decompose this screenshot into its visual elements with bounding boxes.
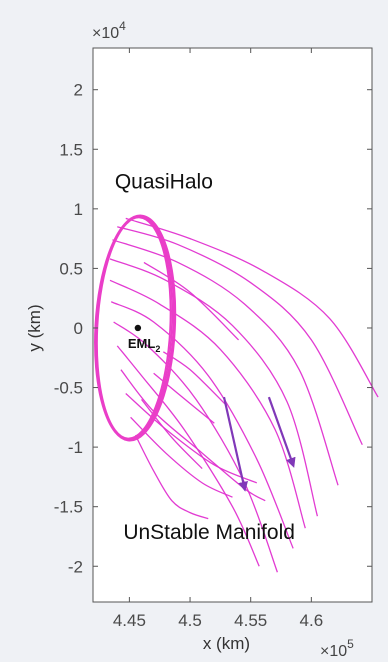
eml2-label-subscript: 2 [155,344,160,354]
annotation-unstable-manifold: UnStable Manifold [123,521,295,544]
quasi-halo-orbit [94,214,177,442]
x-tick-label: 4.45 [113,611,146,630]
manifold-curve-12 [141,399,203,470]
y-tick-label: 0 [74,319,83,338]
x-tick-label: 4.55 [234,611,267,630]
manifold-curves [109,217,379,573]
y-axis-ticks: 2 1.5 1 0.5 0 -0.5 -1 -1.5 -2 [54,81,372,576]
y-tick-label: 1.5 [59,140,83,159]
y-tick-label: 0.5 [59,259,83,278]
manifold-curve-6 [113,321,278,573]
multiplier-exponent: 4 [119,19,126,33]
y-tick-label: 2 [74,81,83,100]
y-tick-label: 1 [74,200,83,219]
y-tick-label: -1.5 [54,498,83,517]
eml2-point: EML2 [128,324,160,354]
manifold-curve-8 [120,369,266,502]
eml2-label: EML2 [128,336,160,354]
y-tick-label: -1 [68,438,83,457]
multiplier-base: ×10 [320,643,347,660]
arrow-0 [222,396,248,492]
eml2-dot [134,324,142,332]
arrow-1 [267,396,296,468]
x-tick-label: 4.6 [300,611,324,630]
manifold-curve-0 [125,217,379,398]
x-tick-label: 4.5 [178,611,202,630]
manifold-curve-4 [109,279,306,529]
manifold-curve-5 [110,301,294,549]
eml2-label-main: EML [128,336,155,351]
orbit-ring-2 [96,216,172,440]
manifold-curve-7 [116,345,260,567]
axes [92,47,373,603]
manifold-curve-13 [143,261,240,341]
manifold-curve-11 [134,434,209,520]
manifold-curve-2 [112,239,339,486]
direction-arrows [222,396,296,492]
y-tick-label: -2 [68,557,83,576]
multiplier-exponent: 5 [347,637,354,651]
manifold-curve-1 [117,226,363,446]
x-axis-label: x (km) [203,634,250,653]
orbit-ring-3 [94,214,177,442]
x-axis-ticks: 4.45 4.5 4.55 4.6 [113,48,323,630]
y-axis-multiplier: ×104 [92,19,126,42]
y-tick-label: -0.5 [54,379,83,398]
multiplier-base: ×10 [92,25,119,42]
manifold-curve-9 [125,393,258,484]
y-axis-label: y (km) [25,304,44,351]
axes-box [92,47,373,603]
x-axis-multiplier: ×105 [320,637,354,660]
annotation-quasihalo: QuasiHalo [115,171,213,194]
manifold-curve-14 [153,372,215,424]
manifold-curve-3 [109,258,319,517]
